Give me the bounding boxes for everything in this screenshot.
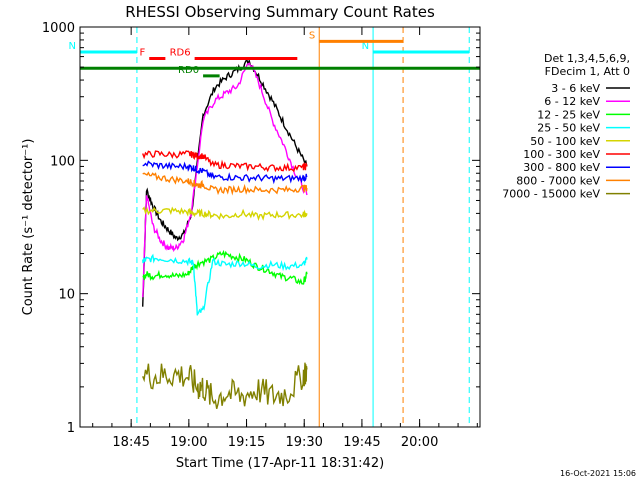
legend-label-5: 100 - 300 keV <box>523 148 600 161</box>
x-tick-label-0: 18:45 <box>112 435 149 450</box>
flag-label-1: N <box>362 41 369 52</box>
series-line-5 <box>142 150 308 173</box>
legend-header-0: Det 1,3,4,5,6,9, <box>544 52 630 65</box>
legend-label-3: 25 - 50 keV <box>537 122 600 135</box>
x-tick-label-5: 20:00 <box>401 435 438 450</box>
series-line-6 <box>142 160 308 185</box>
x-tick-label-2: 19:15 <box>228 435 265 450</box>
y-tick-label-3: 1000 <box>42 21 75 36</box>
x-axis-label: Start Time (17-Apr-11 18:31:42) <box>176 456 384 471</box>
legend-label-1: 6 - 12 keV <box>544 95 600 108</box>
annotation-layer: N N S F RD6 RD0 <box>69 30 480 78</box>
y-tick-label-0: 1 <box>67 421 75 436</box>
flag-label-5: RD0 <box>178 65 199 76</box>
vertical-lines <box>79 27 470 427</box>
y-tick-label-1: 10 <box>58 288 75 303</box>
flag-label-2: S <box>309 30 315 41</box>
x-axis: 18:45 19:00 19:15 19:30 19:45 20:00 <box>92 27 478 450</box>
flag-label-4: RD6 <box>170 48 191 59</box>
legend-label-8: 7000 - 15000 keV <box>502 188 600 201</box>
series-line-8 <box>142 362 308 409</box>
legend-label-6: 300 - 800 keV <box>523 161 600 174</box>
series-line-3 <box>142 253 308 316</box>
x-tick-label-4: 19:45 <box>343 435 380 450</box>
series-layer <box>142 58 308 409</box>
flag-label-0: N <box>69 41 76 52</box>
y-axis-label: Count Rate (s⁻¹ detector⁻¹) <box>21 139 36 316</box>
legend: Det 1,3,4,5,6,9,FDecim 1, Att 0 3 - 6 keV… <box>502 52 630 201</box>
plot-frame <box>79 26 481 428</box>
series-line-7 <box>142 171 308 196</box>
series-line-1 <box>142 62 308 298</box>
footer-date: 16-Oct-2021 15:06 <box>560 469 636 478</box>
legend-label-2: 12 - 25 keV <box>537 108 600 121</box>
series-line-0 <box>142 58 308 307</box>
y-tick-label-2: 100 <box>50 154 75 169</box>
series-line-4 <box>142 206 308 221</box>
y-axis: 1 10 100 1000 <box>42 21 480 436</box>
series-line-2 <box>142 249 308 286</box>
flag-label-3: F <box>139 48 145 59</box>
legend-label-4: 50 - 100 keV <box>530 135 600 148</box>
legend-header-1: FDecim 1, Att 0 <box>545 65 630 78</box>
legend-label-7: 800 - 7000 keV <box>516 174 600 187</box>
chart-title: RHESSI Observing Summary Count Rates <box>125 3 435 21</box>
legend-label-0: 3 - 6 keV <box>551 82 600 95</box>
x-tick-label-1: 19:00 <box>170 435 207 450</box>
x-tick-label-3: 19:30 <box>285 435 322 450</box>
